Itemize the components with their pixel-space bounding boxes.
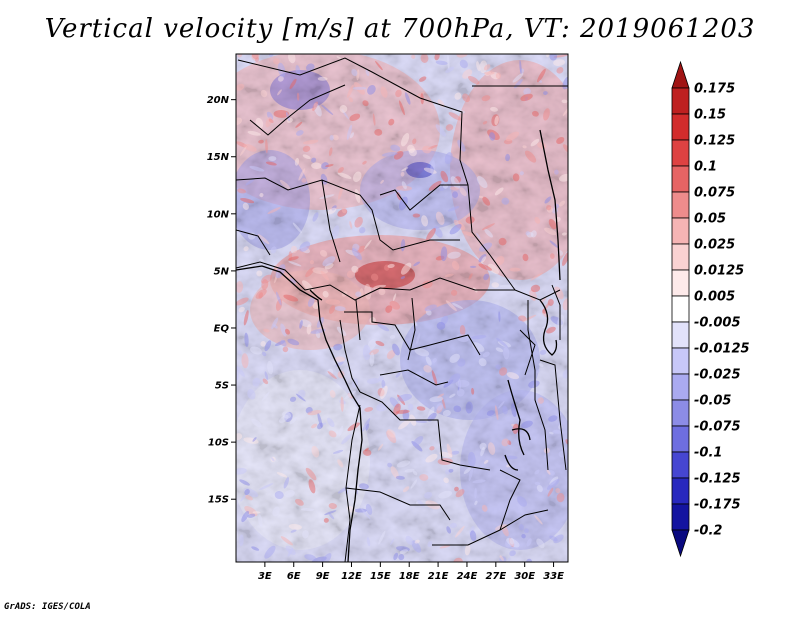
colorbar-cell <box>671 269 690 297</box>
lat-tick-label: 5N <box>214 266 230 277</box>
colorbar-cell <box>671 139 690 167</box>
grads-credit: GrADS: IGES/COLA <box>4 602 91 612</box>
colorbar-cell <box>671 347 690 375</box>
colorbar-cell <box>671 529 690 558</box>
lon-tick-label: 21E <box>428 571 449 582</box>
colorbar-label: -0.05 <box>694 394 731 409</box>
colorbar-cell <box>671 321 690 349</box>
coastline <box>236 129 561 562</box>
map-title: Vertical velocity [m/s] at 700hPa, VT: 2… <box>44 14 756 44</box>
colorbar-label: -0.005 <box>694 316 741 331</box>
colorbar-cell <box>671 477 690 505</box>
colorbar-label: 0.15 <box>694 108 726 123</box>
lon-tick-label: 3E <box>258 571 272 582</box>
colorbar-cell <box>671 451 690 479</box>
lat-tick-label: 15S <box>208 495 229 506</box>
lon-tick-label: 24E <box>457 571 478 582</box>
colorbar-label: 0.05 <box>694 212 726 227</box>
colorbar-label: 0.125 <box>694 134 735 149</box>
lat-tick-label: 10S <box>208 438 229 449</box>
velocity-field <box>236 54 568 562</box>
colorbar-label: -0.1 <box>694 446 722 461</box>
colorbar-cell <box>671 60 690 89</box>
lon-tick-label: 33E <box>543 571 564 582</box>
colorbar-cell <box>671 373 690 401</box>
colorbar-label: 0.175 <box>694 82 735 97</box>
colorbar-cell <box>671 399 690 427</box>
colorbar-cell <box>671 503 690 531</box>
colorbar-label: 0.025 <box>694 238 735 253</box>
lon-tick-label: 18E <box>399 571 420 582</box>
latitude-axis: 20N 15N 10N 5N EQ 5S 10S 15S <box>207 95 236 506</box>
lon-tick-label: 6E <box>287 571 301 582</box>
colorbar-cell <box>671 87 690 115</box>
lon-tick-label: 30E <box>514 571 535 582</box>
colorbar-cell <box>671 295 690 323</box>
colorbar-label: -0.0125 <box>694 342 750 357</box>
colorbar-label: -0.125 <box>694 472 741 487</box>
colorbar-label: -0.175 <box>694 498 741 513</box>
country-borders <box>236 57 568 562</box>
lon-tick-label: 27E <box>485 571 506 582</box>
map-frame <box>235 53 569 563</box>
colorbar: 0.175 0.15 0.125 0.1 0.075 0.05 0.025 0.0125 0.0… <box>671 60 750 558</box>
colorbar-label: -0.025 <box>694 368 741 383</box>
colorbar-cell <box>671 217 690 245</box>
colorbar-cell <box>671 165 690 193</box>
colorbar-cell <box>671 425 690 453</box>
colorbar-label: 0.0125 <box>694 264 744 279</box>
colorbar-label: 0.1 <box>694 160 717 175</box>
lon-tick-label: 12E <box>341 571 362 582</box>
lon-tick-label: 9E <box>316 571 330 582</box>
lat-tick-label: 5S <box>215 381 229 392</box>
colorbar-cell <box>671 243 690 271</box>
lat-tick-label: 20N <box>207 95 230 106</box>
lat-tick-label: 15N <box>207 152 230 163</box>
colorbar-cell <box>671 191 690 219</box>
colorbar-label: -0.075 <box>694 420 741 435</box>
colorbar-cell <box>671 113 690 141</box>
colorbar-label: -0.2 <box>694 524 722 539</box>
colorbar-label: 0.075 <box>694 186 735 201</box>
longitude-axis: 3E 6E 9E 12E 15E 18E 21E 24E 27E 30E 33E <box>258 562 564 582</box>
colorbar-label: 0.005 <box>694 290 735 305</box>
lat-tick-label: EQ <box>214 323 230 334</box>
lon-tick-label: 15E <box>370 571 391 582</box>
lat-tick-label: 10N <box>207 209 230 220</box>
